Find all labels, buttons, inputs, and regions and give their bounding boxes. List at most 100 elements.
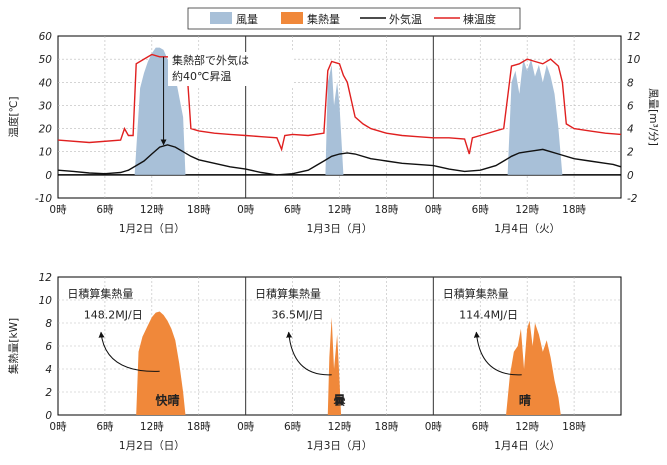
bottom-day-label: 1月4日（火）	[494, 440, 560, 452]
bottom-left-tick-label: 2	[45, 387, 52, 399]
weather-label: 快晴	[155, 393, 179, 408]
bottom-day-label: 1月2日（日）	[119, 440, 185, 452]
weather-label: 晴	[519, 393, 531, 408]
bottom-x-tick-label: 6時	[284, 421, 302, 433]
top-ylabel: 温度[℃]	[7, 97, 20, 138]
legend-label-ridge: 棟温度	[463, 12, 496, 26]
top-right-ticks: 12 10 8 6 4 2 0 -2	[627, 31, 641, 205]
annotation-line-1: 集熱部で外気は	[172, 53, 249, 67]
legend-box	[187, 7, 521, 30]
legend-swatch-heat	[281, 12, 303, 24]
top-x-tick-label: 12時	[515, 204, 539, 216]
top-x-tick-label: 18時	[562, 204, 586, 216]
daily-total-arrow	[473, 331, 522, 376]
legend-label-airflow: 風量	[236, 13, 258, 26]
top-x-tick-label: 12時	[328, 204, 352, 216]
daily-total-arrow	[286, 331, 332, 376]
top-day-label: 1月3日（月）	[307, 223, 373, 235]
weather-label: 曇	[333, 394, 345, 408]
bottom-x-tick-label: 0時	[49, 421, 67, 433]
top-right-tick-label: 6	[627, 100, 634, 112]
bottom-x-tick-label: 0時	[425, 421, 443, 433]
bottom-x-ticks: 0時 6時 12時 18時 0時 6時 12時 18時 0時 6時 12時 18時	[49, 421, 586, 433]
bottom-x-tick-label: 18時	[187, 421, 211, 433]
bottom-left-tick-label: 12	[39, 272, 53, 284]
heat-collection-area	[327, 317, 342, 415]
top-x-tick-label: 6時	[284, 204, 302, 216]
top-left-tick-label: 0	[45, 170, 52, 182]
bottom-left-tick-label: 0	[45, 410, 52, 422]
daily-total-title: 日積算集熱量	[255, 287, 321, 301]
bottom-x-tick-label: 18時	[374, 421, 398, 433]
bottom-day-label: 1月3日（月）	[307, 440, 373, 452]
bottom-x-tick-label: 18時	[562, 421, 586, 433]
legend: 風量 集熱量 外気温 棟温度	[187, 7, 521, 30]
top-day-label: 1月2日（日）	[119, 223, 185, 235]
ridge-temp-line	[57, 53, 622, 155]
top-left-ticks: 60 50 40 30 20 10 0 -10	[35, 31, 52, 205]
bottom-left-tick-label: 10	[39, 295, 53, 307]
bottom-ylabel: 集熱量[kW]	[7, 318, 20, 374]
top-x-tick-label: 0時	[49, 204, 67, 216]
daily-total-title: 日積算集熱量	[67, 287, 133, 301]
top-x-tick-label: 6時	[96, 204, 114, 216]
heat-collection-area	[136, 311, 186, 415]
legend-label-outdoor: 外気温	[389, 12, 422, 26]
top-x-tick-label: 0時	[425, 204, 443, 216]
daily-total-value: 148.2MJ/日	[84, 308, 143, 321]
airflow-area	[507, 59, 563, 175]
bottom-left-tick-label: 6	[45, 341, 52, 353]
daily-total-title: 日積算集熱量	[443, 287, 509, 301]
bottom-x-tick-label: 12時	[140, 421, 164, 433]
top-left-tick-label: 40	[39, 77, 53, 89]
legend-label-heat: 集熱量	[307, 12, 340, 26]
top-x-tick-label: 18時	[187, 204, 211, 216]
top-day-labels: 1月2日（日） 1月3日（月） 1月4日（火）	[119, 223, 560, 235]
daily-total-arrow	[98, 331, 160, 372]
top-right-tick-label: 8	[627, 77, 634, 89]
top-left-tick-label: 60	[39, 31, 53, 43]
top-annotation: 集熱部で外気は 約40℃昇温	[160, 52, 294, 146]
bottom-left-tick-label: 8	[45, 318, 52, 330]
bottom-left-ticks: 12 10 8 6 4 2 0	[39, 272, 53, 422]
top-right-tick-label: 12	[627, 31, 641, 43]
heat-collection-area	[506, 320, 561, 415]
top-left-tick-label: 50	[39, 54, 53, 66]
airflow-area	[325, 64, 344, 175]
bottom-x-tick-label: 6時	[472, 421, 490, 433]
top-day-label: 1月4日（火）	[494, 223, 560, 235]
legend-swatch-airflow	[210, 12, 232, 24]
bottom-chart: 12 10 8 6 4 2 0 0時 6時 12時 18時 0時 6時 12時 18時 0時 6時 12時 18時…	[7, 272, 622, 452]
bottom-heat-areas	[136, 311, 561, 415]
top-x-tick-label: 0時	[237, 204, 255, 216]
bottom-x-tick-label: 12時	[328, 421, 352, 433]
top-right-tick-label: 10	[627, 54, 641, 66]
daily-total-value: 114.4MJ/日	[459, 308, 518, 321]
top-right-tick-label: 4	[627, 124, 634, 136]
top-x-tick-label: 18時	[374, 204, 398, 216]
bottom-panel-annotations: 日積算集熱量 148.2MJ/日快晴 日積算集熱量 36.5MJ/日曇 日積算集熱量 11…	[67, 287, 530, 408]
top-series-lines	[57, 53, 622, 176]
top-left-tick-label: 20	[39, 124, 53, 136]
top-left-tick-label: 10	[39, 147, 53, 159]
top-right-tick-label: 0	[627, 170, 634, 182]
top-right-tick-label: -2	[627, 193, 638, 205]
top-x-tick-label: 6時	[472, 204, 490, 216]
annotation-line-2: 約40℃昇温	[172, 69, 231, 83]
bottom-x-tick-label: 6時	[96, 421, 114, 433]
daily-total-value: 36.5MJ/日	[271, 308, 323, 321]
bottom-x-tick-label: 12時	[515, 421, 539, 433]
top-right-tick-label: 2	[627, 147, 634, 159]
bottom-x-tick-label: 0時	[237, 421, 255, 433]
bottom-left-tick-label: 4	[45, 364, 52, 376]
top-left-tick-label: -10	[35, 193, 52, 205]
annotation-backdrop	[168, 52, 294, 86]
top-y2label: 風量[m³/分]	[647, 88, 659, 146]
top-x-tick-label: 12時	[140, 204, 164, 216]
bottom-day-labels: 1月2日（日） 1月3日（月） 1月4日（火）	[119, 440, 560, 452]
top-x-ticks: 0時 6時 12時 18時 0時 6時 12時 18時 0時 6時 12時 18時	[49, 204, 586, 216]
outdoor-temp-line	[57, 144, 622, 176]
top-left-tick-label: 30	[39, 100, 53, 112]
